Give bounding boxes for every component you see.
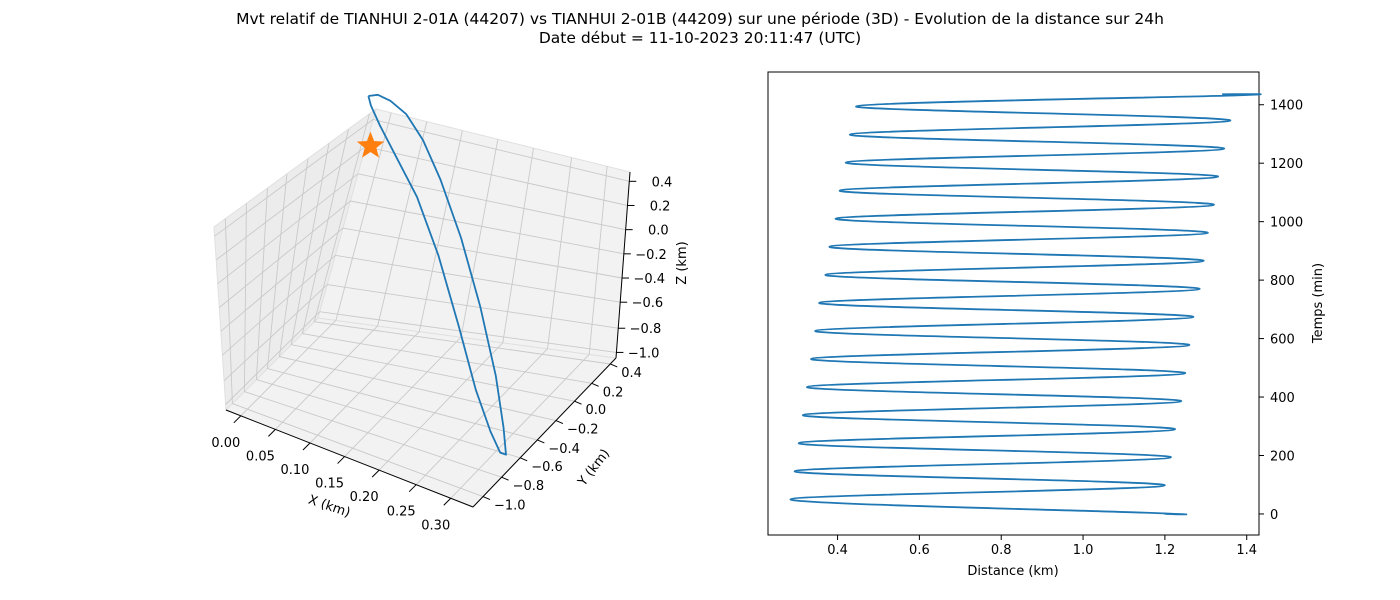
x-tick-label: 0.25 [387,505,416,520]
z-tick-label: −0.4 [633,272,665,287]
y-gridline [313,113,611,365]
y-tick-label: 200 [1270,449,1295,464]
y-axis-ticks: 0 200 400 600 800 1000 1200 1400 [1259,99,1303,523]
y-tick-mark [591,382,599,387]
axes3d-panes [213,107,631,508]
title-line-1: Mvt relatif de TIANHUI 2-01A (44207) vs … [236,10,1164,28]
z-gridline [220,227,623,332]
y-gridline [224,218,484,498]
x-tick-label: 0.05 [246,449,275,464]
x-tick-label: 0.20 [350,490,379,505]
y-gridline [301,129,592,384]
z-tick-label: −1.0 [628,346,660,361]
y-tick-mark [501,476,509,481]
y-tick-label: −0.2 [567,423,599,438]
distance-series-line [789,93,1262,516]
plot-frame [767,71,1260,536]
y-tick-label: 1000 [1270,216,1303,231]
z-axis-label-3d: Z (km) [675,241,690,284]
y-gridline [266,173,538,441]
z-gridline [222,254,621,356]
y-tick-mark [482,496,491,501]
y-gridline [278,158,557,422]
y-tick-label: 0.2 [603,385,624,400]
title-line-2: Date début = 11-10-2023 20:11:47 (UTC) [538,29,862,47]
x-tick-label: 0.8 [991,543,1012,558]
z-gridline [219,200,624,308]
x-axis-label: Distance (km) [967,564,1058,579]
y-gridline [255,188,521,459]
y-gridline [290,143,575,402]
y-axis-label: Temps (min) [1311,263,1326,344]
x-tick-label: 1.0 [1073,543,1094,558]
x-tick-label: 0.6 [909,543,930,558]
y-tick-label: 0 [1270,508,1278,523]
x-tick-label: 0.30 [421,518,450,533]
x-gridline [415,157,573,486]
z-tick-label: 0.4 [652,175,673,190]
y-gridline [243,203,502,478]
axes3d-data [356,93,507,456]
start-marker-star [356,131,385,158]
y-axis-line [472,357,617,508]
x-tick-label: 1.4 [1236,543,1257,558]
y-tick-mark [537,439,545,444]
figure-title: Mvt relatif de TIANHUI 2-01A (44207) vs … [0,10,1400,48]
plot-data [789,93,1262,516]
y-tick-label: 0.0 [586,403,607,418]
x-gridline [378,148,534,471]
z-tick-label: −0.6 [632,296,664,311]
y-tick-label: −0.8 [513,479,545,494]
z-gridline [223,284,619,382]
y-tick-mark [519,457,528,462]
z-gridline [217,173,626,285]
x-tick-label: 0.10 [281,463,310,478]
x-tick-label: 1.2 [1155,543,1176,558]
x-axis-ticks: 0.4 0.6 0.8 1.0 1.2 1.4 [827,535,1257,558]
x-tick-mark [408,484,417,493]
y-tick-label: 1400 [1270,99,1303,114]
z-axis-line [615,171,631,359]
x-tick-mark [371,469,380,478]
x-tick-mark [268,429,276,437]
y-tick-label: 600 [1270,333,1295,348]
x-gridline [450,166,608,499]
z-tick-label: 0.0 [648,224,669,239]
z-tick-label: 0.2 [650,199,671,214]
y-tick-label: −0.6 [531,460,563,475]
y-tick-label: 800 [1270,274,1295,289]
z-tick-label: −0.8 [630,322,662,337]
axes3d-axis-lines [225,171,631,508]
trajectory-line [367,93,507,456]
y-tick-mark [555,420,564,425]
y-tick-label: 1200 [1270,157,1303,172]
y-tick-mark [610,363,618,368]
x-tick-label: 0.15 [315,477,344,492]
y-tick-label: −0.4 [548,442,580,457]
x-tick-mark [337,456,345,464]
z-gridline [225,311,617,405]
x-tick-label: 0.4 [827,543,848,558]
x-tick-mark [233,415,242,424]
x-tick-mark [302,442,311,451]
z-tick-label: −0.2 [635,248,667,263]
x-tick-mark [443,497,452,506]
y-tick-mark [574,400,582,405]
axes3d-ticks: 0.00 0.05 0.10 0.15 0.20 0.25 0.30 −1.0 −0.8 −0.6… [211,175,672,533]
x-tick-label: 0.00 [211,436,240,451]
y-tick-label: −1.0 [494,499,526,514]
y-tick-label: 0.4 [621,366,642,381]
z-gridline [214,119,630,237]
y-tick-label: 400 [1270,391,1295,406]
x-axis-line [225,409,474,508]
